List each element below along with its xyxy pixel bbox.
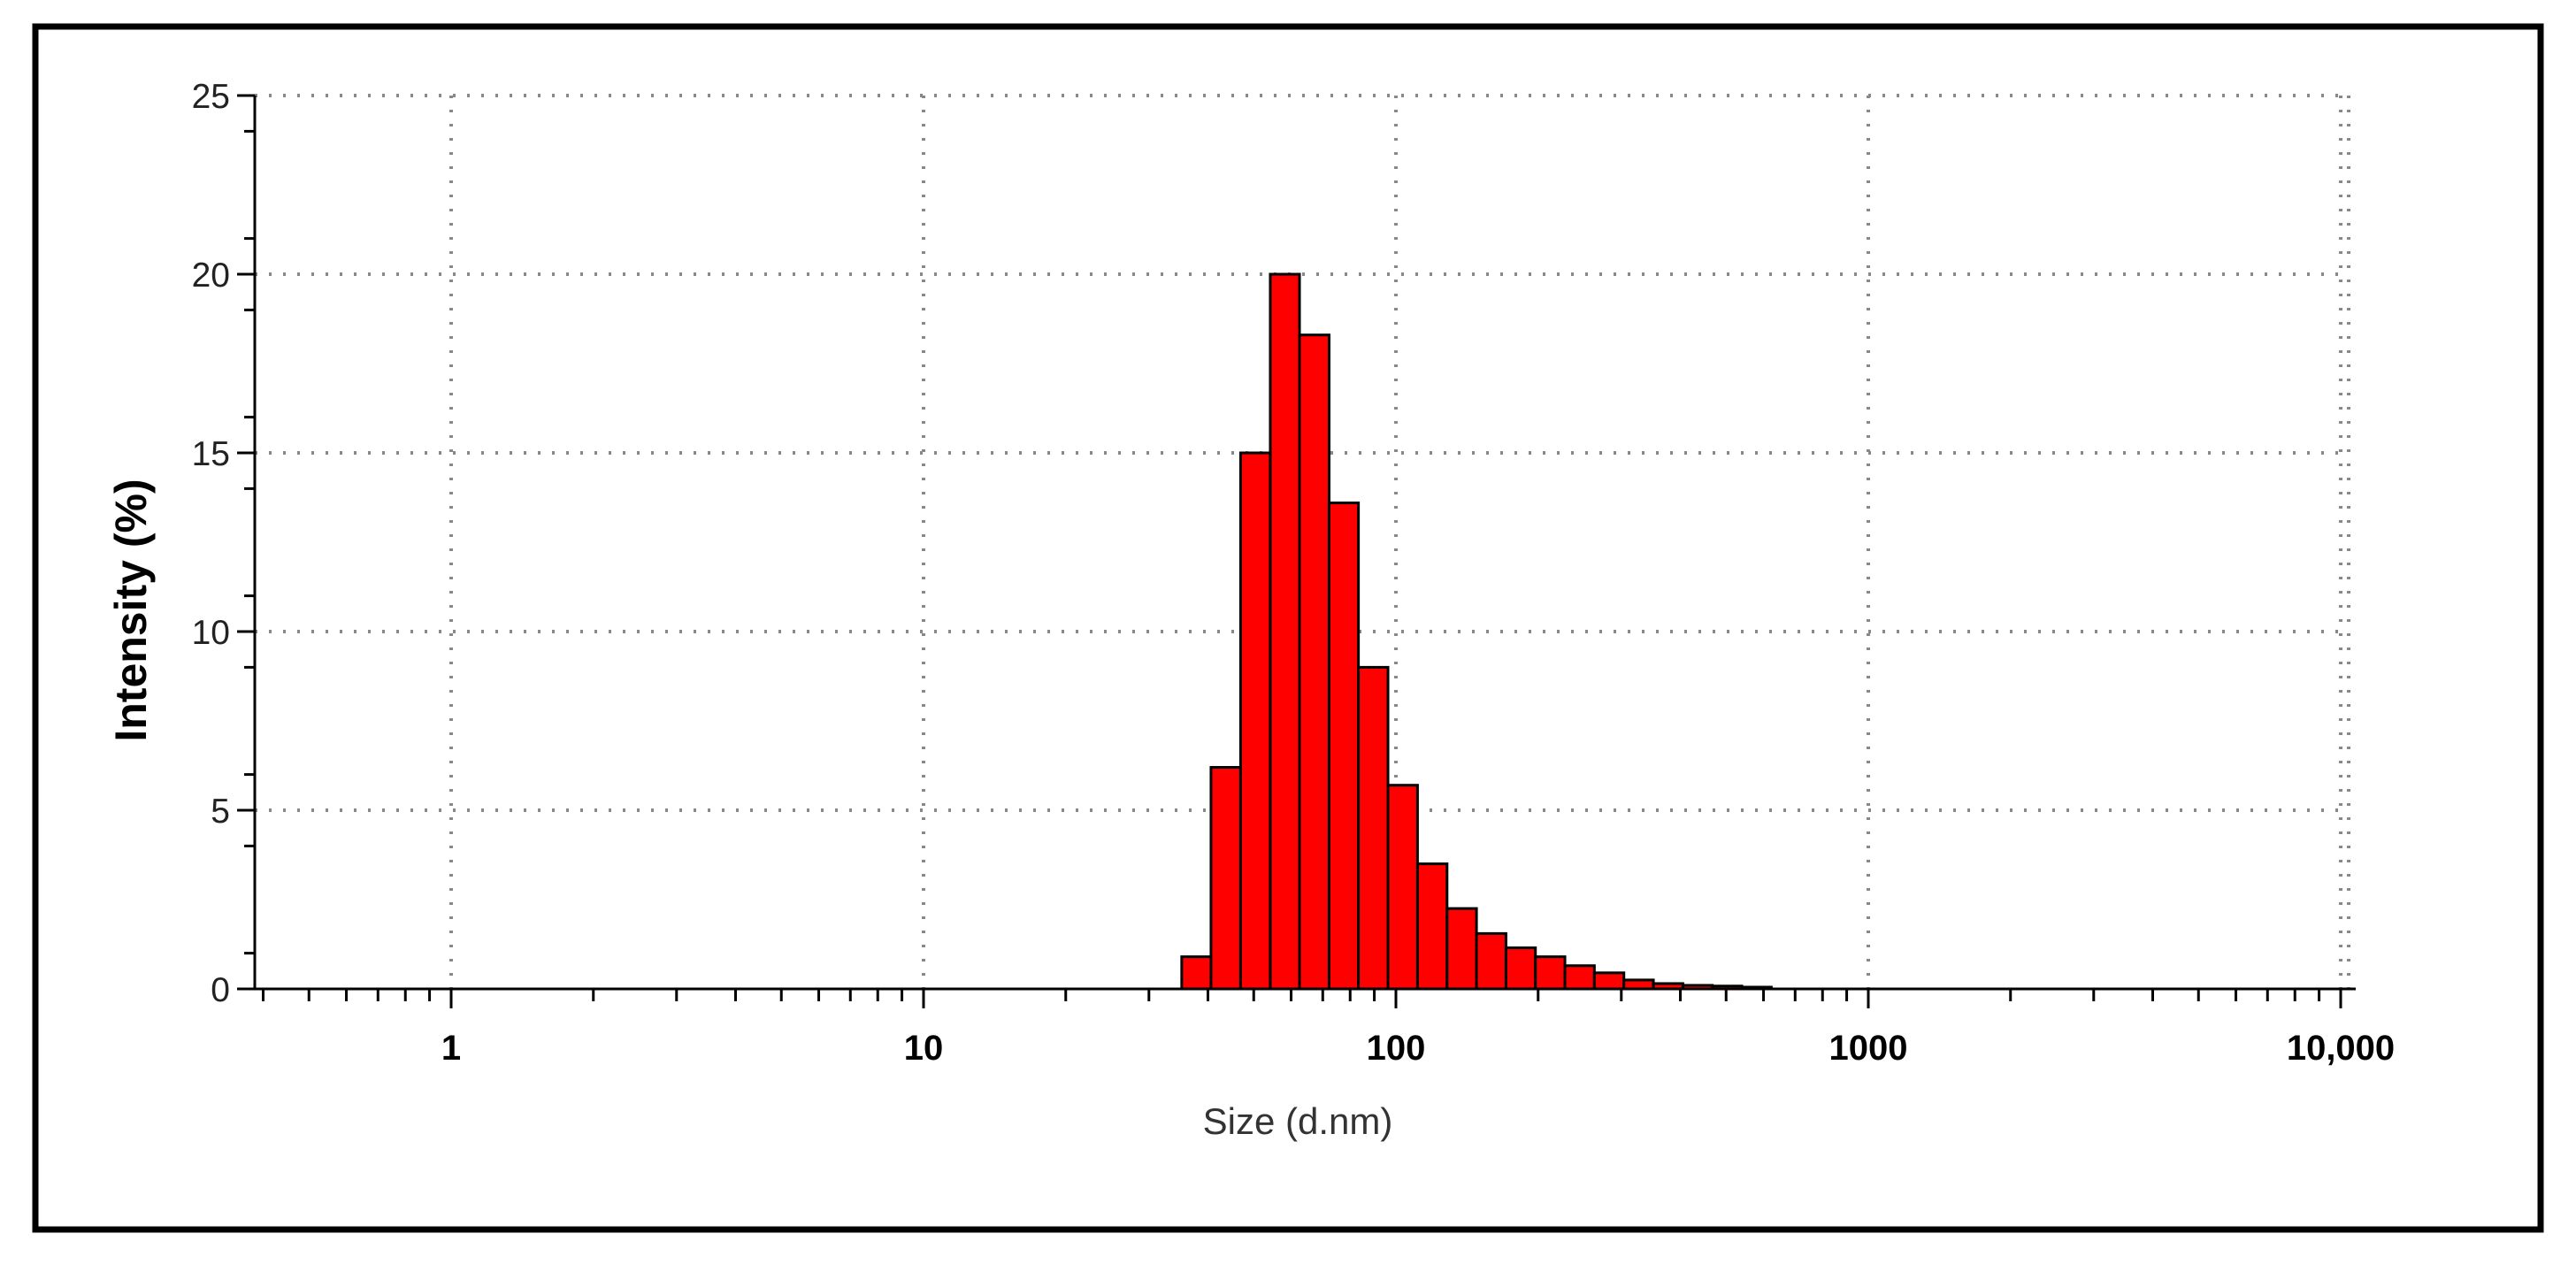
y-tick-label: 0: [211, 971, 230, 1009]
histogram-bar: [1180, 955, 1213, 991]
y-tick-label: 10: [192, 614, 230, 652]
histogram-bar: [1238, 451, 1272, 991]
histogram-bar: [1415, 862, 1449, 991]
histogram-bar: [1592, 971, 1626, 991]
histogram-bar: [1357, 665, 1390, 991]
histogram-bar: [1534, 955, 1567, 991]
histogram-bar: [1327, 502, 1361, 991]
histogram-bar: [1209, 766, 1242, 991]
histogram-bar: [1563, 964, 1596, 991]
y-tick-label: 20: [192, 257, 230, 295]
x-axis-title: Size (d.nm): [1203, 1100, 1393, 1142]
y-tick-label: 25: [192, 78, 230, 116]
histogram-bar: [1386, 784, 1419, 991]
bars-layer: [1180, 272, 1773, 991]
histogram-bar: [1504, 946, 1537, 991]
x-tick-label: 1000: [1829, 1029, 1908, 1068]
histogram-bar: [1298, 333, 1330, 991]
x-tick-label: 1: [441, 1029, 461, 1068]
y-tick-label: 15: [192, 435, 230, 473]
axes-layer: [237, 94, 2356, 1008]
histogram-bar: [1475, 931, 1507, 991]
histogram-bar: [1622, 978, 1655, 991]
y-tick-label: 5: [211, 793, 230, 831]
x-tick-label: 10,000: [2287, 1029, 2395, 1068]
x-tick-label: 100: [1367, 1029, 1426, 1068]
histogram-bar: [1445, 907, 1478, 991]
labels-layer: Size (d.nm) Intensity (%) 0 5 10 15 20 25 1 10 1…: [106, 78, 2395, 1142]
y-axis-title: Intensity (%): [106, 479, 156, 741]
histogram-bar: [1269, 272, 1301, 991]
x-tick-label: 10: [904, 1029, 944, 1068]
